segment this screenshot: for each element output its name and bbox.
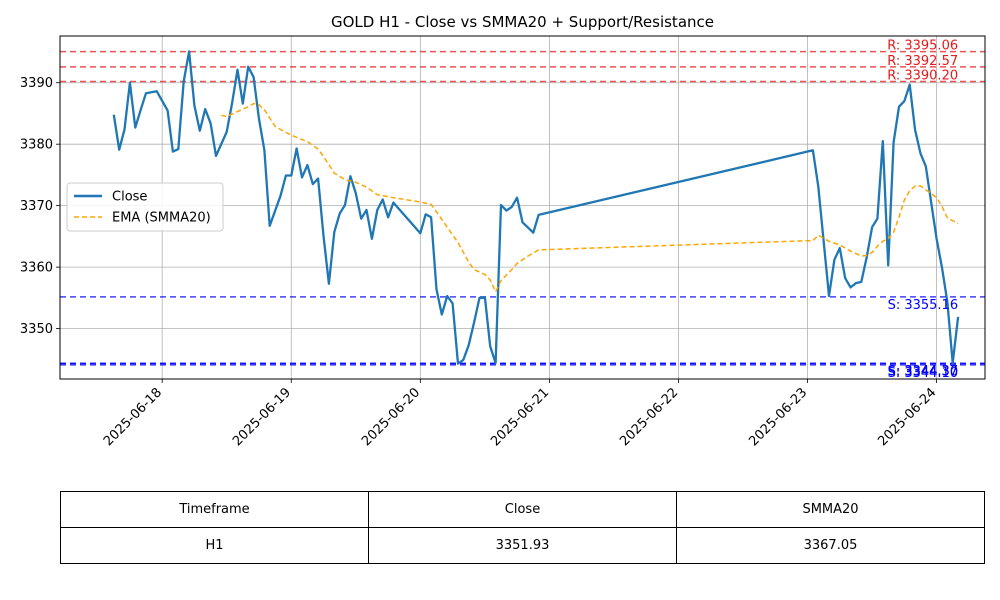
table-header-cell: Timeframe [60, 491, 369, 528]
close-series-line [112, 50, 960, 365]
legend: Close EMA (SMMA20) [66, 182, 224, 232]
smma-series-line [221, 102, 959, 293]
table-cell: H1 [60, 527, 369, 564]
x-tick-label: 2025-06-18 [101, 385, 165, 449]
x-tick-label: 2025-06-21 [488, 385, 552, 449]
y-tick-label: 3360 [20, 261, 53, 276]
table-cell: 3351.93 [368, 527, 677, 564]
x-tick-label: 2025-06-23 [746, 385, 810, 449]
support-resistance-levels [60, 50, 985, 366]
table-row: H1 3351.93 3367.05 [60, 527, 985, 564]
table-header-cell: SMMA20 [676, 491, 985, 528]
series [112, 50, 960, 365]
x-tick-label: 2025-06-22 [617, 385, 681, 449]
x-tick-label: 2025-06-20 [359, 385, 423, 449]
support-label: S: 3344.30 [888, 365, 959, 380]
resistance-label: R: 3395.06 [887, 39, 958, 54]
level-labels: R: 3395.06R: 3392.57R: 3390.20 S: 3355.16… [887, 39, 958, 381]
legend-smma-label: EMA (SMMA20) [112, 211, 211, 226]
y-tick-label: 3380 [20, 138, 53, 153]
y-tick-label: 3390 [20, 76, 53, 91]
plot-frame [59, 35, 986, 380]
summary-table: Timeframe Close SMMA20 H1 3351.93 3367.0… [60, 491, 985, 564]
table-header-cell: Close [368, 491, 677, 528]
legend-box [66, 182, 224, 232]
support-label: S: 3344.37 [888, 364, 959, 379]
table-header-row: Timeframe Close SMMA20 [60, 491, 985, 528]
axis-ticks: 2025-06-18 2025-06-19 2025-06-20 2025-06-21… [20, 76, 940, 449]
y-tick-label: 3350 [20, 322, 53, 337]
resistance-label: R: 3392.57 [887, 54, 958, 69]
table-cell: 3367.05 [676, 527, 985, 564]
chart: GOLD H1 - Close vs SMMA20 + Support/Resi… [20, 13, 986, 449]
chart-title: GOLD H1 - Close vs SMMA20 + Support/Resi… [331, 13, 714, 31]
legend-close-label: Close [112, 190, 147, 205]
y-tick-label: 3370 [20, 199, 53, 214]
x-tick-label: 2025-06-19 [230, 385, 294, 449]
x-tick-label: 2025-06-24 [875, 385, 939, 449]
support-label: S: 3355.16 [888, 298, 959, 313]
support-label: S: 3344.10 [888, 366, 959, 381]
resistance-label: R: 3390.20 [887, 68, 958, 83]
